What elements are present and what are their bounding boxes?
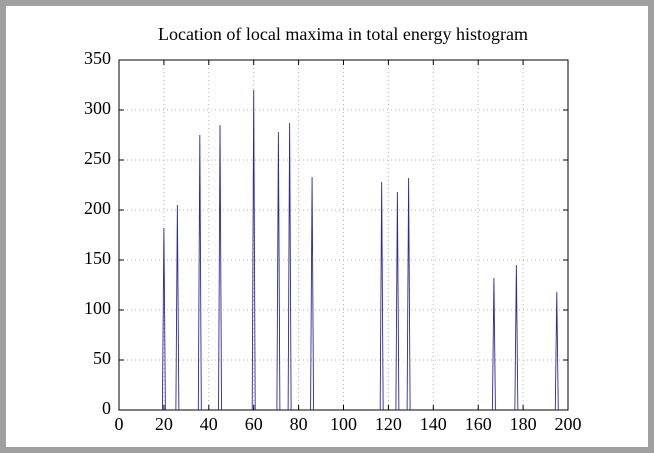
x-tick-label: 100: [330, 414, 357, 434]
axes-box: [118, 59, 569, 411]
x-tick-label: 80: [290, 414, 308, 434]
spike: [161, 227, 166, 411]
spike: [175, 204, 180, 411]
y-tick-label: 150: [84, 248, 111, 268]
spike: [395, 191, 400, 411]
x-tick-label: 0: [115, 414, 124, 434]
y-tick-label: 300: [84, 98, 111, 118]
y-tick-label: 250: [84, 148, 111, 168]
y-tick-label: 100: [84, 298, 111, 318]
y-tick-label: 350: [84, 48, 111, 68]
spike: [514, 264, 519, 411]
x-tick-label: 140: [420, 414, 447, 434]
spike: [276, 131, 281, 411]
spike: [379, 181, 384, 411]
x-tick-label: 180: [510, 414, 537, 434]
x-tick-label: 60: [245, 414, 263, 434]
x-tick-label: 160: [465, 414, 492, 434]
spike: [491, 277, 496, 411]
spike: [218, 124, 222, 411]
y-tick-label: 0: [102, 398, 111, 418]
spike: [554, 291, 559, 411]
spike: [197, 134, 202, 411]
chart-title: Location of local maxima in total energy…: [158, 24, 528, 44]
x-tick-label: 120: [375, 414, 402, 434]
y-tick-label: 200: [84, 198, 111, 218]
y-tick-label: 50: [93, 348, 111, 368]
spike: [251, 89, 256, 411]
x-tick-label: 200: [555, 414, 582, 434]
spike: [287, 122, 292, 411]
spike: [310, 176, 315, 411]
spike: [406, 177, 411, 411]
x-tick-label: 20: [155, 414, 173, 434]
x-tick-label: 40: [200, 414, 218, 434]
